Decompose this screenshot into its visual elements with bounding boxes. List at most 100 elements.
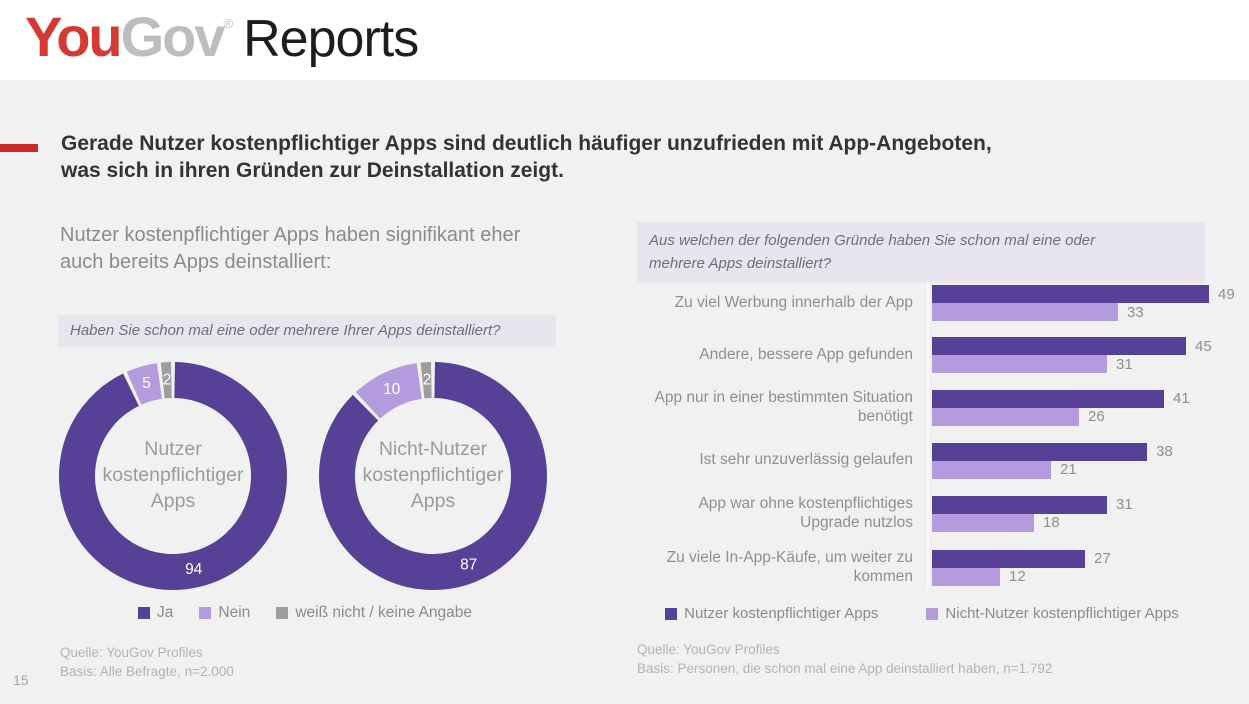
right-source-line2: Basis: Personen, die schon mal eine App … (637, 661, 1053, 677)
bar-track: 45 31 (927, 337, 1240, 373)
bar-category-label: App nur in einer bestimmten Situation be… (654, 389, 913, 425)
left-source-line1: Quelle: YouGov Profiles (60, 645, 203, 660)
bar-line: 33 (932, 303, 1240, 321)
bar-track: 41 26 (927, 389, 1240, 426)
legend-label: weiß nicht / keine Angabe (295, 604, 472, 621)
donut-slice (160, 362, 172, 399)
bar-line: 49 (932, 285, 1240, 303)
bar-line: 21 (932, 460, 1240, 479)
page-number: 15 (13, 672, 29, 688)
legend-label: Ja (157, 604, 174, 621)
bar-category-label: App war ohne kostenpflichtiges Upgrade n… (698, 494, 913, 531)
red-accent-dash (0, 144, 38, 152)
legend-swatch-icon (199, 607, 212, 619)
donut-slice (319, 362, 547, 590)
bar-segment (932, 407, 1079, 426)
bar-track: 27 12 (927, 549, 1240, 586)
bar-line: 27 (932, 549, 1240, 568)
bar-value-label: 45 (1195, 337, 1212, 355)
bar-segment (932, 513, 1034, 532)
logo-you-text: You (25, 5, 123, 68)
bar-track: 31 18 (927, 495, 1240, 532)
bar-segment (932, 442, 1147, 461)
bar-value-label: 18 (1043, 514, 1060, 532)
bar-segment (932, 303, 1118, 321)
bar-value-label: 31 (1116, 496, 1133, 514)
bar-segment (932, 567, 1000, 586)
donut-slice-value: 87 (460, 557, 477, 574)
slide-headline: Gerade Nutzer kostenpflichtiger Apps sin… (61, 132, 992, 183)
donut-charts-row: 94 5 2 Nutzer kostenpflichtiger Apps 87 10 2… (58, 361, 552, 591)
bar-line: 41 (932, 389, 1240, 408)
right-survey-question: Aus welchen der folgenden Gründe haben S… (637, 222, 1205, 283)
donut-slice (59, 362, 287, 590)
logo-reports-text: Reports (243, 10, 419, 68)
legend-item: Nicht-Nutzer kostenpflichtiger Apps (926, 605, 1179, 622)
donut-slice-value: 5 (142, 375, 151, 392)
bar-segment (932, 549, 1085, 568)
donut-chart-nicht-nutzer: 87 10 2 Nicht-Nutzer kostenpflichtiger App… (318, 361, 548, 591)
bar-value-label: 49 (1218, 285, 1235, 303)
legend-label: Nein (218, 604, 251, 621)
donut-legend: Ja Nein weiß nicht / keine Angabe (58, 604, 552, 622)
legend-item: weiß nicht / keine Angabe (276, 604, 472, 622)
bar-chart-row: Andere, bessere App gefunden 45 31 (637, 337, 1240, 373)
donut-slice (420, 362, 432, 399)
bar-line: 31 (932, 355, 1240, 373)
right-source-line1: Quelle: YouGov Profiles (637, 642, 780, 657)
legend-swatch-icon (665, 607, 678, 620)
bar-segment (932, 285, 1209, 303)
bar-line: 31 (932, 495, 1240, 514)
legend-item: Nein (199, 604, 250, 622)
bar-category-label: Zu viele In-App-Käufe, um weiter zu komm… (666, 548, 913, 585)
bar-value-label: 21 (1060, 461, 1077, 479)
bar-segment (932, 495, 1107, 514)
bar-chart-row: App war ohne kostenpflichtiges Upgrade n… (637, 495, 1240, 533)
donut-svg: 94 5 2 (59, 362, 287, 590)
legend-swatch-icon (276, 607, 289, 619)
donut-center-label: Nicht-Nutzer kostenpflichtiger Apps (362, 438, 504, 512)
legend-label: Nutzer kostenpflichtiger Apps (684, 605, 879, 622)
legend-item: Nutzer kostenpflichtiger Apps (665, 605, 878, 622)
right-source-note: Quelle: YouGov Profiles Basis: Personen,… (637, 640, 1052, 678)
bar-value-label: 33 (1127, 303, 1144, 321)
legend-item: Ja (138, 604, 173, 622)
bar-segment (932, 389, 1164, 408)
bar-segment (932, 337, 1186, 355)
registered-mark-icon: ® (223, 16, 234, 31)
donut-slice (355, 363, 423, 420)
header-bar: YouGov® Reports (0, 0, 1249, 80)
donut-center-label: Nutzer kostenpflichtiger Apps (102, 438, 244, 512)
donut-slice-value: 2 (423, 372, 432, 389)
bar-line: 18 (932, 513, 1240, 532)
bar-chart-row: Ist sehr unzuverlässig gelaufen 38 21 (637, 442, 1240, 479)
bar-category-label: Andere, bessere App gefunden (699, 345, 913, 363)
bar-category-label: Ist sehr unzuverlässig gelaufen (699, 451, 913, 469)
bar-value-label: 31 (1116, 355, 1133, 373)
bar-line: 26 (932, 407, 1240, 426)
bar-line: 45 (932, 337, 1240, 355)
yougov-reports-logo: YouGov® Reports (25, 4, 419, 69)
bar-segment (932, 355, 1107, 373)
bar-value-label: 26 (1088, 408, 1105, 426)
bar-chart-legend: Nutzer kostenpflichtiger Apps Nicht-Nutze… (637, 605, 1207, 622)
bar-track: 49 33 (927, 285, 1240, 321)
bar-value-label: 41 (1173, 390, 1190, 408)
bar-category-label: Zu viel Werbung innerhalb der App (674, 293, 913, 311)
left-chart-subtitle: Nutzer kostenpflichtiger Apps haben sign… (60, 224, 521, 273)
legend-swatch-icon (926, 607, 939, 620)
left-source-note: Quelle: YouGov Profiles Basis: Alle Befr… (60, 643, 234, 681)
bar-value-label: 27 (1094, 550, 1111, 568)
bar-segment (932, 460, 1051, 479)
bar-line: 38 (932, 442, 1240, 461)
donut-chart-nutzer: 94 5 2 Nutzer kostenpflichtiger Apps (58, 361, 288, 591)
logo-gov-text: Gov (120, 5, 226, 68)
bar-value-label: 38 (1156, 443, 1173, 461)
donut-slice-value: 2 (163, 372, 172, 389)
bar-chart: Zu viel Werbung innerhalb der App 49 33 And… (637, 282, 1240, 602)
donut-slice (126, 363, 163, 405)
bar-line: 12 (932, 567, 1240, 586)
bar-chart-row: Zu viel Werbung innerhalb der App 49 33 (637, 285, 1240, 321)
donut-slice-value: 94 (185, 561, 203, 578)
